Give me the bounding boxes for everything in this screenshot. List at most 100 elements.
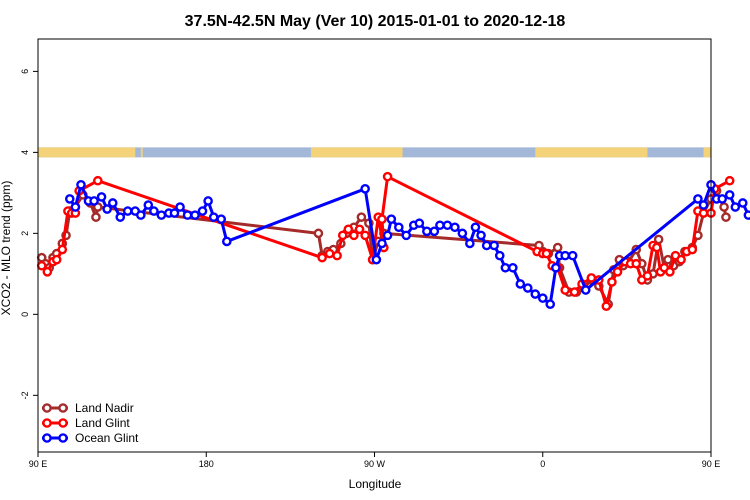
data-point-land-nadir: [653, 234, 664, 245]
data-point-ocean-glint: [489, 240, 499, 251]
y-axis: -2 0 2 4 6: [20, 69, 38, 399]
data-point-ocean-glint: [377, 238, 387, 249]
data-point-ocean-glint: [190, 210, 200, 220]
data-point-ocean-glint: [216, 214, 227, 224]
data-point-ocean-glint: [143, 200, 154, 210]
data-point-land-glint: [317, 252, 327, 263]
data-point-land-nadir: [91, 212, 101, 222]
data-point-ocean-glint: [386, 214, 397, 224]
data-point-ocean-glint: [414, 218, 425, 229]
data-point-ocean-glint: [551, 262, 561, 273]
x-axis: 90 E 180 90 W 0 90 E: [29, 452, 720, 469]
data-point-land-glint: [698, 208, 709, 218]
data-point-land-glint: [651, 242, 662, 253]
data-point-ocean-glint: [360, 184, 370, 194]
data-point-land-glint: [57, 244, 68, 255]
y-tick-label: 6: [20, 69, 30, 74]
data-point-ocean-glint: [107, 198, 118, 208]
land-strip-segment: [38, 147, 136, 158]
data-point-land-glint: [51, 254, 62, 265]
data-point-ocean-glint: [698, 200, 709, 210]
data-point-ocean-glint: [522, 283, 533, 293]
data-point-ocean-glint: [743, 210, 750, 220]
data-point-ocean-glint: [515, 279, 526, 289]
data-point-land-glint: [601, 301, 612, 312]
data-point-ocean-glint: [580, 285, 591, 295]
data-point-land-glint: [382, 171, 393, 182]
data-point-ocean-glint: [508, 262, 518, 273]
data-point-ocean-glint: [450, 222, 460, 233]
data-point-land-glint: [541, 248, 552, 259]
land-strip-segment: [310, 147, 403, 158]
data-point-ocean-glint: [149, 206, 159, 216]
data-point-land-glint: [560, 285, 570, 295]
data-point-ocean-glint: [136, 210, 146, 220]
legend-label-land-glint: Land Glint: [75, 416, 130, 430]
data-point-ocean-glint: [476, 230, 486, 241]
legend-marker-land-glint: [58, 418, 68, 428]
data-point-ocean-glint: [203, 196, 213, 206]
legend-label-land-nadir: Land Nadir: [75, 401, 134, 415]
legend-marker-ocean-glint: [58, 433, 68, 443]
data-point-land-glint: [324, 248, 335, 259]
data-point-ocean-glint: [197, 206, 208, 216]
y-tick-label: 0: [20, 312, 30, 317]
data-point-ocean-glint: [401, 230, 412, 241]
data-point-land-glint: [676, 254, 686, 265]
data-point-ocean-glint: [560, 250, 570, 261]
data-point-ocean-glint: [500, 262, 511, 273]
data-point-ocean-glint: [182, 210, 193, 220]
data-point-ocean-glint: [724, 190, 735, 200]
legend-marker-land-nadir: [58, 403, 68, 413]
data-point-ocean-glint: [470, 222, 481, 233]
series-ocean-glint: [64, 179, 750, 310]
data-point-ocean-glint: [435, 220, 445, 231]
data-point-land-glint: [332, 250, 342, 261]
data-point-ocean-glint: [156, 210, 167, 220]
x-tick-label: 0: [540, 459, 545, 469]
data-point-ocean-glint: [494, 250, 505, 261]
land-strip-segment: [703, 147, 711, 158]
data-point-land-glint: [93, 175, 103, 186]
data-point-ocean-glint: [122, 206, 133, 216]
series-layer: [36, 171, 750, 312]
data-point-land-glint: [631, 258, 642, 269]
data-point-ocean-glint: [102, 204, 112, 214]
series-land-glint: [36, 171, 735, 312]
data-point-land-nadir: [356, 212, 367, 222]
data-point-ocean-glint: [89, 196, 99, 206]
data-point-ocean-glint: [76, 179, 86, 190]
data-point-ocean-glint: [717, 194, 728, 204]
legend-label-ocean-glint: Ocean Glint: [75, 431, 139, 445]
data-point-ocean-glint: [96, 192, 107, 202]
y-axis-label: XCO2 - MLO trend (ppm): [0, 181, 13, 316]
data-point-ocean-glint: [530, 289, 541, 299]
data-point-ocean-glint: [175, 202, 185, 212]
data-point-ocean-glint: [545, 299, 556, 310]
data-point-ocean-glint: [169, 208, 180, 218]
y-tick-label: 2: [20, 231, 30, 236]
data-point-ocean-glint: [429, 226, 440, 237]
data-point-land-glint: [724, 175, 735, 186]
data-point-land-nadir: [719, 202, 729, 212]
data-point-ocean-glint: [730, 202, 741, 212]
data-point-land-glint: [607, 277, 617, 287]
data-point-ocean-glint: [442, 220, 453, 231]
data-point-ocean-glint: [64, 194, 75, 204]
data-point-ocean-glint: [394, 222, 404, 233]
data-point-land-glint: [42, 267, 53, 277]
data-point-land-glint: [687, 244, 698, 255]
data-point-land-glint: [337, 230, 348, 241]
data-point-land-glint: [349, 230, 359, 241]
land-strip-segment: [140, 147, 143, 158]
data-point-land-glint: [377, 214, 387, 224]
data-point-ocean-glint: [465, 238, 475, 249]
legend-marker-land-glint: [42, 418, 52, 428]
data-point-ocean-glint: [70, 202, 81, 212]
x-axis-label: Longitude: [349, 477, 402, 491]
data-point-ocean-glint: [422, 226, 432, 237]
data-point-land-glint: [569, 287, 580, 297]
data-point-land-glint: [665, 267, 675, 277]
y-tick-label: 4: [20, 150, 30, 155]
